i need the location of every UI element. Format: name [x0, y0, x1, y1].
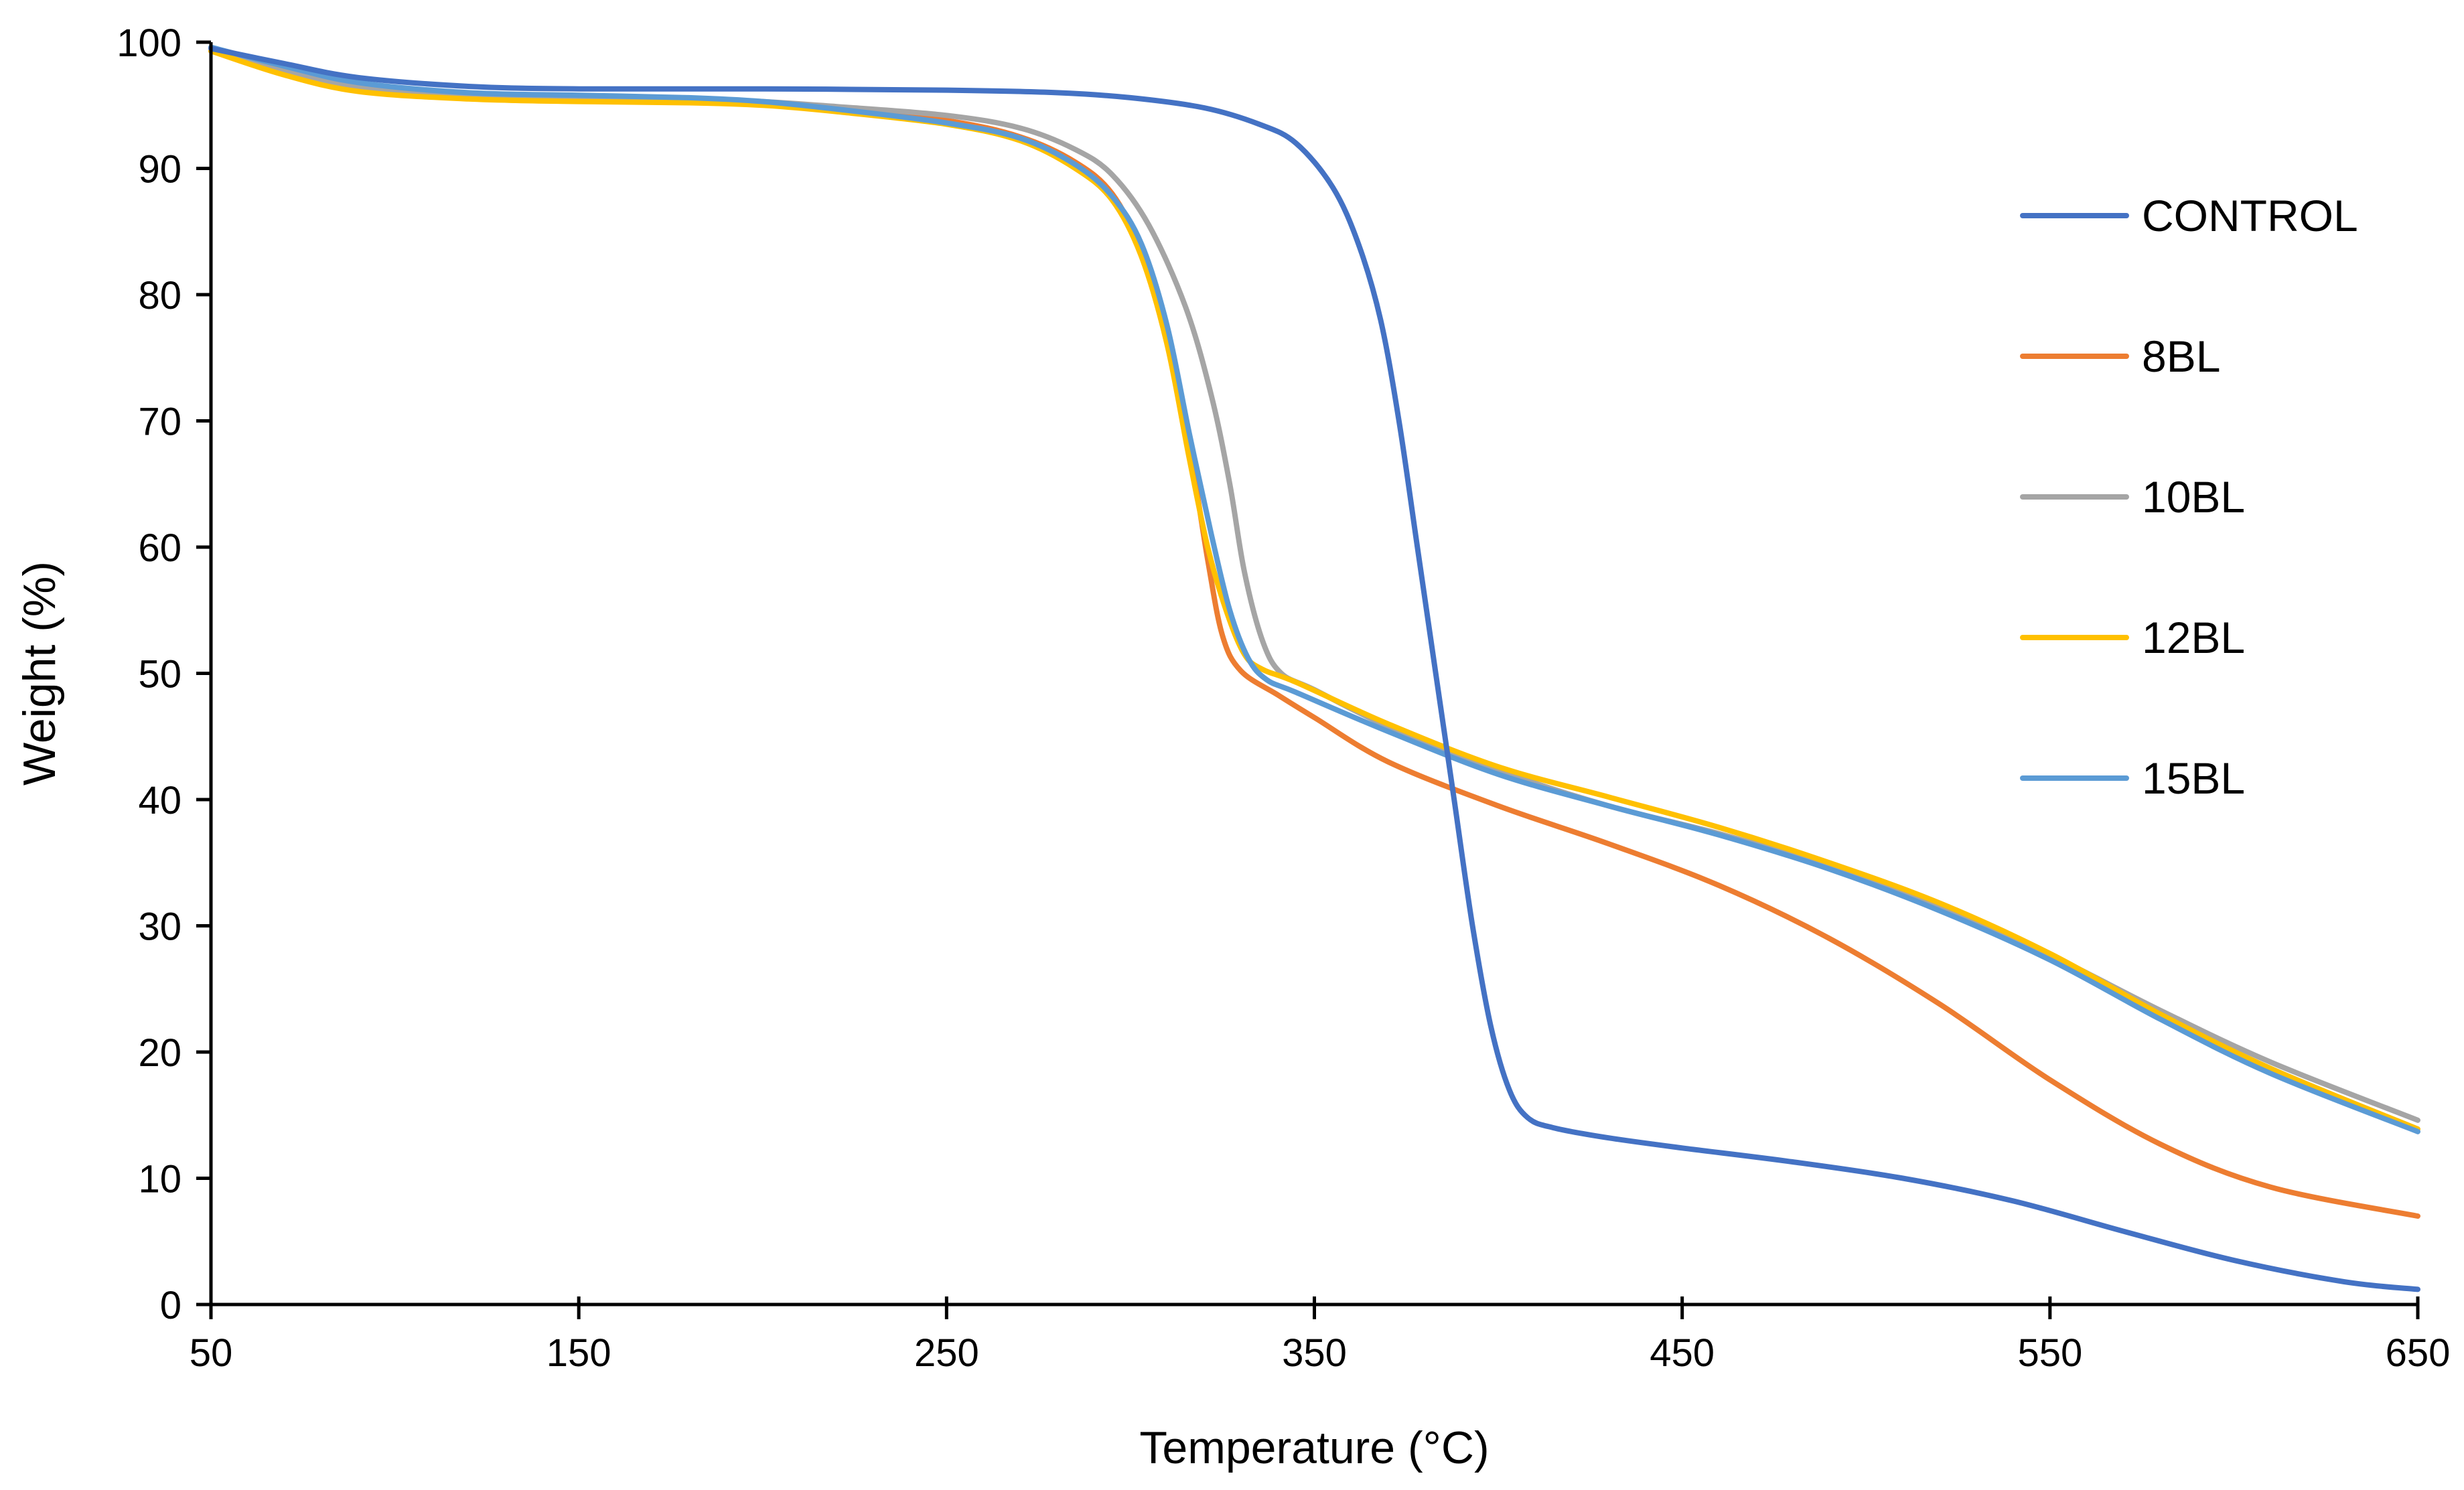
x-tick-label: 650 — [2386, 1331, 2451, 1375]
data-series — [208, 44, 2420, 1292]
legend-label-8bl: 8BL — [2142, 331, 2220, 381]
y-tick-label: 30 — [138, 905, 182, 949]
x-tick-label: 550 — [2017, 1331, 2082, 1375]
y-tick-label: 40 — [138, 779, 182, 822]
legend-label-12bl: 12BL — [2142, 613, 2245, 662]
legend: CONTROL 8BL 10BL 12BL 15BL — [2020, 191, 2358, 803]
y-tick-label: 50 — [138, 653, 182, 696]
legend-label-10bl: 10BL — [2142, 472, 2245, 522]
series-line-12bl — [208, 48, 2420, 1132]
series-line-8bl — [208, 48, 2420, 1219]
x-tick-label: 350 — [1282, 1331, 1347, 1375]
y-axis-title: Weight (%) — [14, 561, 65, 786]
series-line-10bl — [208, 48, 2420, 1123]
y-tick-label: 70 — [138, 400, 182, 444]
y-tick-label: 10 — [138, 1158, 182, 1201]
legend-label-15bl: 15BL — [2142, 753, 2245, 803]
x-tick-label: 250 — [914, 1331, 979, 1375]
x-tick-label: 450 — [1650, 1331, 1715, 1375]
x-tick-label: 50 — [190, 1331, 233, 1375]
y-tick-label: 60 — [138, 526, 182, 570]
y-axis-ticks: 0 10 20 30 40 50 60 70 80 90 100 — [117, 21, 211, 1327]
legend-label-control: CONTROL — [2142, 191, 2358, 240]
y-tick-label: 100 — [117, 21, 182, 65]
x-tick-label: 150 — [547, 1331, 611, 1375]
y-tick-label: 80 — [138, 274, 182, 317]
series-line-15bl — [208, 44, 2420, 1134]
series-line-control — [208, 46, 2420, 1292]
x-axis-title: Temperature (°C) — [1139, 1422, 1489, 1473]
x-axis-ticks: 50 150 250 350 450 550 650 — [190, 1296, 2451, 1375]
y-tick-label: 20 — [138, 1031, 182, 1075]
y-tick-label: 90 — [138, 148, 182, 192]
y-tick-label: 0 — [160, 1284, 182, 1327]
